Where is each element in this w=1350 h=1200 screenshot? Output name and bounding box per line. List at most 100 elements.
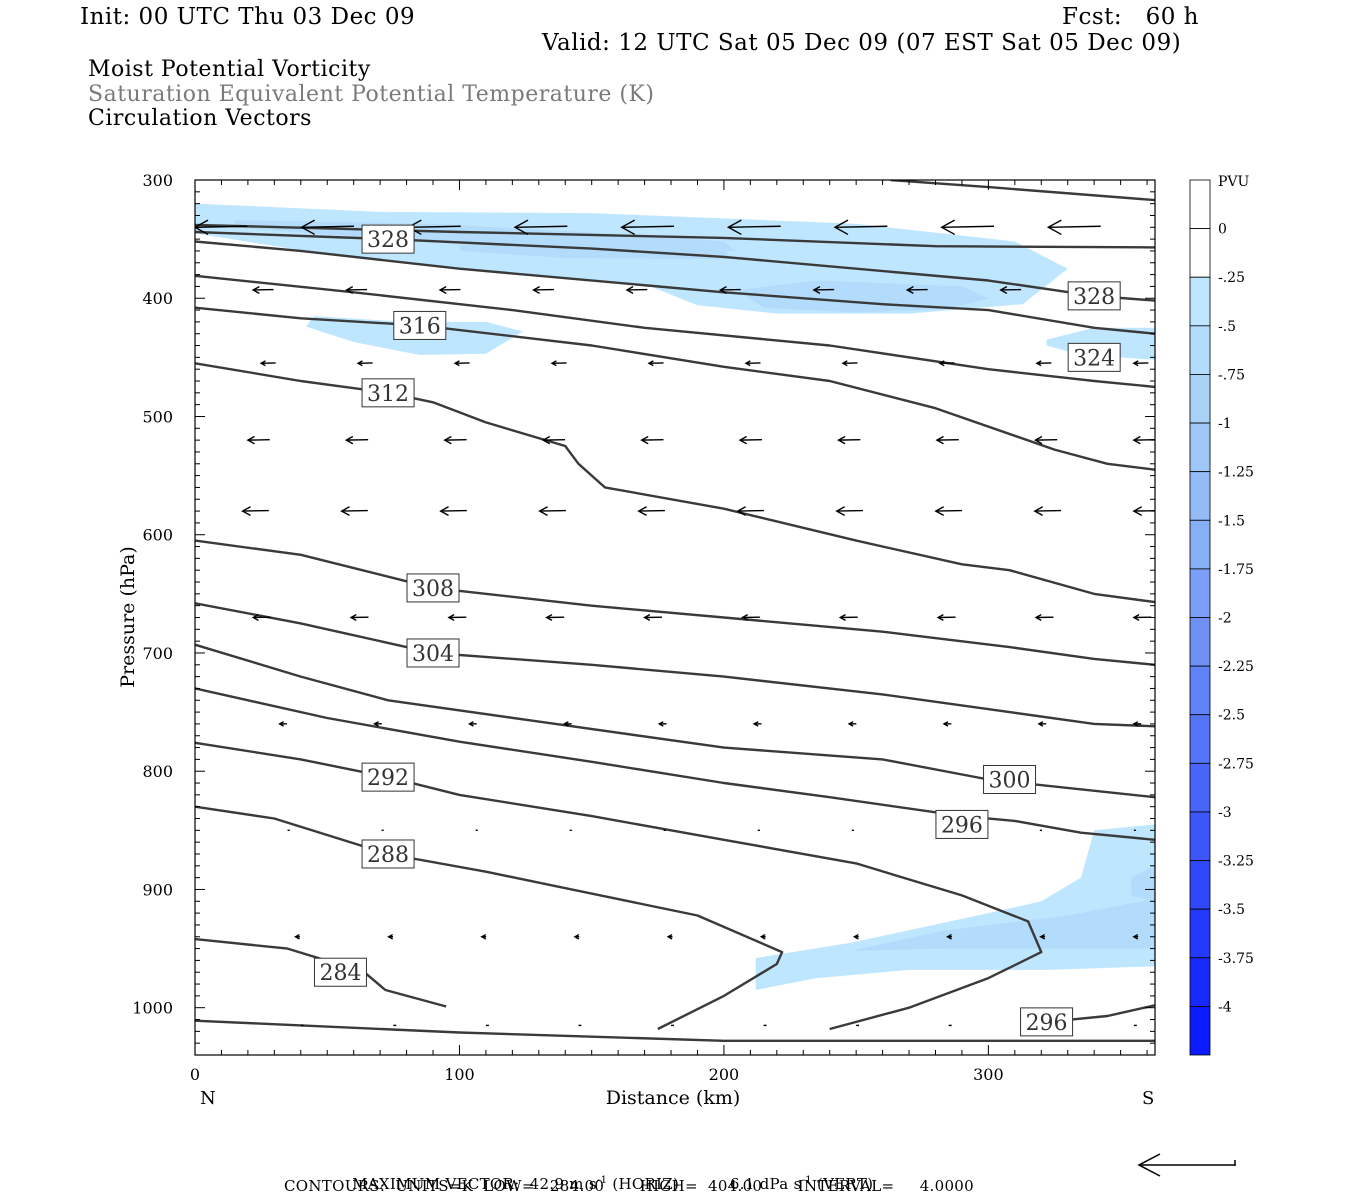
circulation-vector bbox=[246, 435, 270, 445]
max-vector-horiz: 42.9 m s bbox=[529, 1175, 597, 1193]
circulation-vector bbox=[620, 219, 675, 236]
circulation-vector bbox=[841, 360, 858, 367]
colorbar-segment bbox=[1189, 908, 1211, 959]
contour-324 bbox=[195, 274, 1155, 389]
colorbar-level-label: -.5 bbox=[1218, 319, 1236, 335]
contour-label-284: 284 bbox=[319, 961, 361, 986]
circulation-vector bbox=[550, 360, 567, 367]
circulation-vector bbox=[1037, 721, 1047, 727]
circulation-vector bbox=[666, 933, 673, 940]
circulation-vector bbox=[1034, 614, 1054, 621]
circulation-vector bbox=[759, 933, 766, 940]
circulation-vector bbox=[532, 285, 554, 294]
circulation-vector bbox=[643, 614, 663, 621]
circulation-vector bbox=[1046, 219, 1101, 236]
circulation-vector bbox=[541, 435, 566, 445]
colorbar-segment bbox=[1189, 957, 1211, 1007]
x-tick-label: 0 bbox=[190, 1065, 200, 1084]
x-axis-title: Distance (km) bbox=[606, 1087, 741, 1109]
circulation-vector bbox=[625, 285, 648, 294]
colorbar-level-label: -3.75 bbox=[1218, 951, 1254, 967]
circulation-vector bbox=[647, 360, 664, 367]
circulation-vector bbox=[241, 506, 269, 517]
circulation-vector bbox=[838, 614, 858, 621]
circulation-vector bbox=[738, 435, 762, 445]
circulation-vector bbox=[480, 933, 487, 940]
x-tick-label: 200 bbox=[709, 1065, 740, 1084]
colorbar-level-label: -2.5 bbox=[1218, 708, 1245, 724]
circulation-vector bbox=[938, 360, 955, 367]
circulation-vector bbox=[373, 721, 382, 727]
contour-304 bbox=[195, 602, 1155, 728]
circulation-vector bbox=[718, 285, 741, 294]
contour-label-304: 304 bbox=[412, 642, 454, 667]
contour-label-box bbox=[935, 809, 989, 839]
contour-300 bbox=[195, 643, 1155, 799]
contour-label-308: 308 bbox=[412, 577, 454, 602]
contour-label-288: 288 bbox=[367, 843, 409, 868]
colorbar-level-label: -1 bbox=[1218, 416, 1232, 432]
circulation-vector bbox=[345, 285, 368, 294]
contour-label-box bbox=[361, 762, 415, 792]
contour-288 bbox=[195, 805, 784, 1031]
contour-308 bbox=[195, 539, 1155, 666]
contour-label-316: 316 bbox=[399, 314, 441, 339]
circulation-vector bbox=[545, 614, 565, 621]
y-tick-label: 900 bbox=[142, 880, 173, 899]
colorbar-title: PVU bbox=[1218, 174, 1250, 190]
circulation-vector bbox=[935, 435, 959, 445]
colorbar-segment bbox=[1189, 860, 1211, 910]
contour-label-box bbox=[361, 378, 415, 408]
circulation-vector bbox=[1132, 721, 1142, 727]
contour-label-328: 328 bbox=[367, 228, 409, 253]
circulation-vector bbox=[300, 219, 355, 236]
contour-label-328: 328 bbox=[1073, 285, 1115, 310]
circulation-vector bbox=[657, 721, 667, 727]
field-title-theta: Saturation Equivalent Potential Temperat… bbox=[88, 82, 655, 107]
circulation-vector bbox=[835, 506, 863, 517]
colorbar-level-label: -1.5 bbox=[1218, 513, 1245, 529]
colorbar-level-label: -1.75 bbox=[1218, 562, 1254, 578]
y-axis-title: Pressure (hPa) bbox=[117, 546, 139, 688]
colorbar-segment bbox=[1189, 665, 1211, 716]
colorbar-segment bbox=[1189, 519, 1211, 570]
circulation-vector bbox=[349, 614, 369, 621]
colorbar-level-label: -2.25 bbox=[1218, 659, 1254, 675]
circulation-vector bbox=[934, 506, 962, 517]
circulation-vector bbox=[387, 933, 394, 940]
contour-label-box bbox=[1067, 281, 1121, 311]
circulation-vector bbox=[744, 360, 761, 367]
circulation-vector bbox=[1132, 506, 1155, 517]
horiz-tag: (HORIZ) bbox=[612, 1175, 680, 1193]
circulation-vector bbox=[1132, 933, 1139, 940]
x-tick-label: 300 bbox=[973, 1065, 1004, 1084]
horiz-exponent: -1 bbox=[596, 1175, 608, 1186]
colorbar-level-label: -2.75 bbox=[1218, 756, 1254, 772]
circulation-vector bbox=[940, 219, 995, 236]
colorbar-level-label: -.25 bbox=[1218, 270, 1245, 286]
colorbar-segment bbox=[1189, 325, 1211, 375]
colorbar-segment bbox=[1189, 714, 1211, 764]
colorbar-level-label: -3.25 bbox=[1218, 854, 1254, 870]
circulation-vector bbox=[740, 614, 760, 621]
contour-label-box bbox=[361, 839, 415, 869]
circulation-vector bbox=[356, 360, 373, 367]
contour-label-300: 300 bbox=[989, 768, 1031, 793]
pv-region-7 bbox=[850, 898, 1155, 951]
circulation-vector bbox=[443, 435, 467, 445]
contour-label-292: 292 bbox=[367, 766, 409, 791]
circulation-vector bbox=[294, 933, 300, 940]
reference-vector-icon bbox=[1137, 1153, 1236, 1177]
forecast-hour: Fcst: 60 h bbox=[1062, 4, 1199, 30]
circulation-vector bbox=[251, 614, 271, 621]
circulation-vector bbox=[936, 614, 956, 621]
circulation-vector bbox=[538, 506, 566, 517]
circulation-vector bbox=[447, 614, 467, 621]
circulation-vector bbox=[637, 506, 665, 517]
colorbar-segment bbox=[1189, 1005, 1211, 1056]
circulation-vector bbox=[812, 285, 835, 294]
circulation-vector bbox=[1035, 360, 1052, 367]
circulation-vector bbox=[278, 721, 287, 727]
contour-label-296: 296 bbox=[941, 813, 983, 838]
circulation-vector bbox=[195, 219, 248, 236]
